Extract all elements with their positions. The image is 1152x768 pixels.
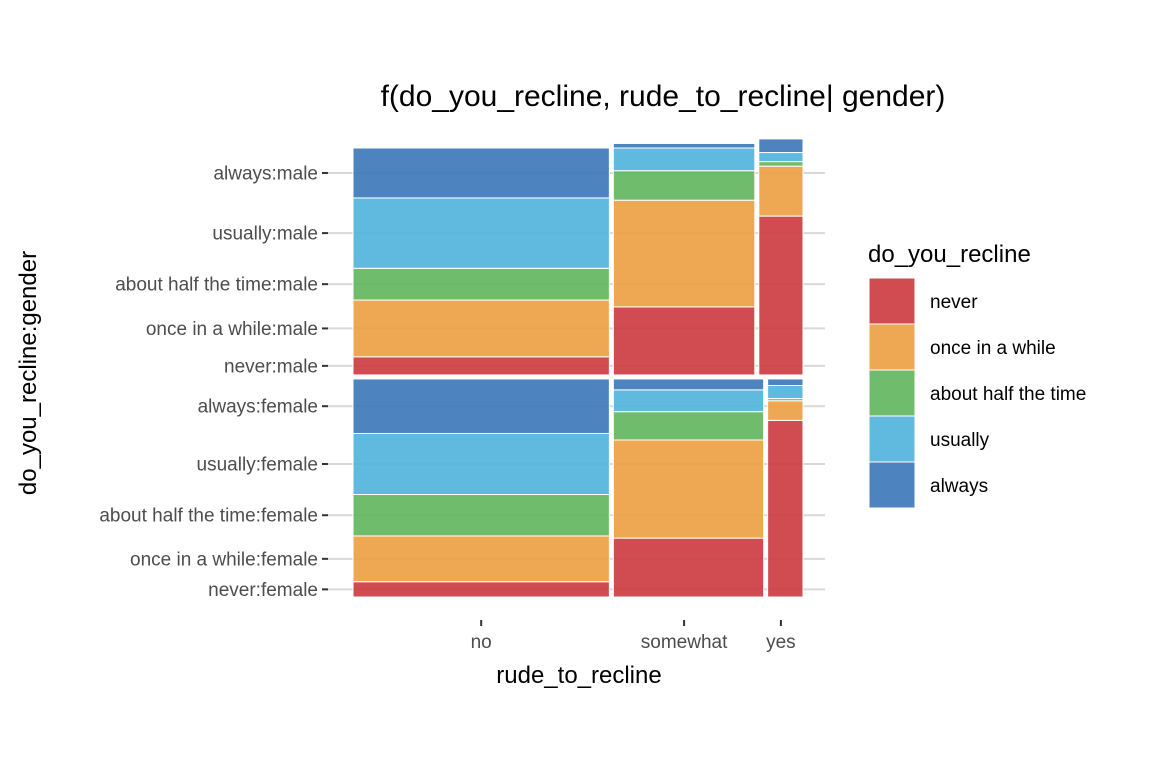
legend-title: do_you_recline bbox=[868, 241, 1031, 268]
mosaic-tiles bbox=[352, 138, 804, 598]
y-tick-label-never-female: never:female bbox=[208, 580, 318, 601]
y-tick-label-usually-female: usually:female bbox=[197, 454, 318, 475]
x-axis: no somewhat yes bbox=[471, 620, 796, 653]
tile-male-somewhat-usually bbox=[612, 147, 756, 172]
y-axis-title: do_you_recline:gender bbox=[15, 251, 42, 495]
tile-female-yes-usually bbox=[767, 384, 804, 400]
tile-male-yes-once-in-a-while bbox=[758, 165, 804, 217]
tile-male-no-about-half-the-time bbox=[352, 267, 610, 301]
tile-female-somewhat-once-in-a-while bbox=[612, 439, 765, 539]
y-tick-label-never-male: never:male bbox=[224, 356, 318, 377]
tile-male-no-once-in-a-while bbox=[352, 299, 610, 358]
tile-male-no-always bbox=[352, 147, 610, 199]
tile-female-somewhat-never bbox=[612, 537, 765, 598]
legend-swatch-once-in-a-while bbox=[868, 323, 916, 371]
tile-male-somewhat-about-half-the-time bbox=[612, 170, 756, 201]
tile-male-somewhat-once-in-a-while bbox=[612, 199, 756, 308]
tile-female-no-once-in-a-while bbox=[352, 535, 610, 583]
legend-label-never: never bbox=[930, 292, 978, 313]
tile-male-yes-about-half-the-time bbox=[758, 161, 804, 167]
x-tick-label-yes: yes bbox=[766, 632, 796, 653]
tile-female-no-always bbox=[352, 378, 610, 434]
tile-male-no-never bbox=[352, 356, 610, 376]
legend-swatch-always bbox=[868, 461, 916, 509]
y-tick-label-about-half-the-time-female: about half the time:female bbox=[99, 506, 318, 527]
x-axis-title: rude_to_recline bbox=[496, 662, 661, 689]
tile-female-yes-never bbox=[767, 419, 804, 598]
tile-female-no-never bbox=[352, 581, 610, 598]
y-tick-label-usually-male: usually:male bbox=[212, 224, 318, 245]
tile-female-somewhat-about-half-the-time bbox=[612, 411, 765, 441]
tile-female-yes-always bbox=[767, 378, 804, 386]
x-tick-label-somewhat: somewhat bbox=[641, 632, 728, 653]
tile-female-no-usually bbox=[352, 432, 610, 496]
y-axis: always:male usually:male about half the ti… bbox=[99, 163, 328, 601]
y-tick-label-about-half-the-time-male: about half the time:male bbox=[115, 275, 318, 296]
legend-items: never once in a while about half the time u… bbox=[868, 277, 1086, 509]
tile-female-somewhat-usually bbox=[612, 389, 765, 413]
y-tick-label-always-male: always:male bbox=[213, 163, 318, 184]
legend-swatch-never bbox=[868, 277, 916, 325]
legend: do_you_recline never once in a while about… bbox=[868, 241, 1086, 509]
legend-label-about-half-the-time: about half the time bbox=[930, 384, 1086, 405]
tile-female-no-about-half-the-time bbox=[352, 494, 610, 537]
tile-male-no-usually bbox=[352, 197, 610, 269]
tile-female-somewhat-always bbox=[612, 378, 765, 391]
legend-label-once-in-a-while: once in a while bbox=[930, 338, 1056, 359]
x-tick-label-no: no bbox=[471, 632, 492, 653]
legend-swatch-about-half-the-time bbox=[868, 369, 916, 417]
legend-label-always: always bbox=[930, 476, 988, 497]
y-tick-label-once-in-a-while-male: once in a while:male bbox=[146, 319, 318, 340]
tile-female-yes-once-in-a-while bbox=[767, 400, 804, 421]
legend-label-usually: usually bbox=[930, 430, 990, 451]
tile-male-somewhat-always bbox=[612, 142, 756, 149]
tile-male-yes-never bbox=[758, 215, 804, 376]
chart-title: f(do_you_recline, rude_to_recline| gende… bbox=[381, 80, 946, 113]
y-tick-label-always-female: always:female bbox=[198, 397, 318, 418]
y-tick-label-once-in-a-while-female: once in a while:female bbox=[130, 549, 318, 570]
tile-male-yes-always bbox=[758, 138, 804, 154]
tile-male-yes-usually bbox=[758, 152, 804, 163]
legend-swatch-usually bbox=[868, 415, 916, 463]
tile-male-somewhat-never bbox=[612, 306, 756, 376]
